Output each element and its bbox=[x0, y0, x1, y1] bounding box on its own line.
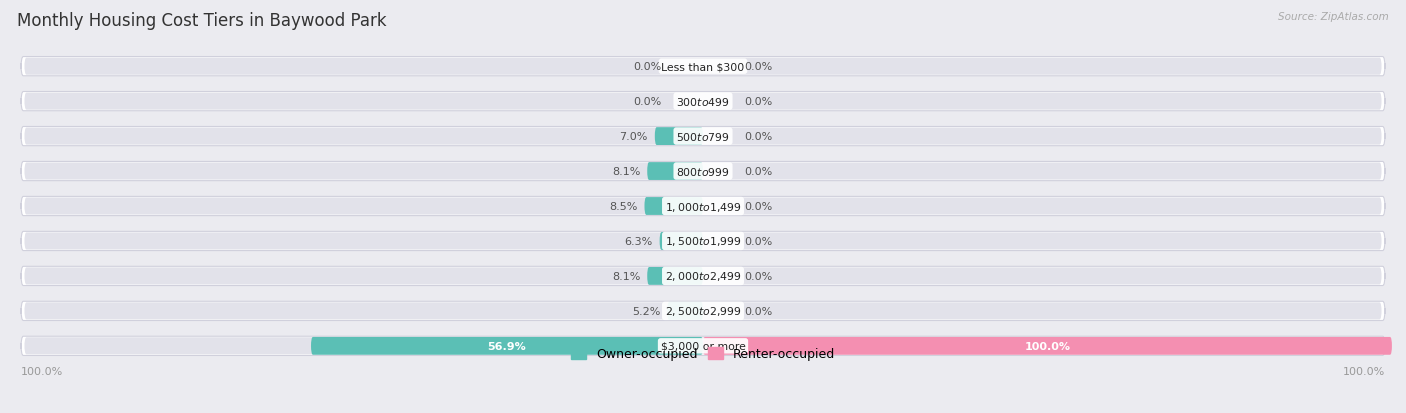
Text: 0.0%: 0.0% bbox=[744, 202, 772, 211]
Text: 0.0%: 0.0% bbox=[744, 62, 772, 72]
FancyBboxPatch shape bbox=[24, 233, 1382, 250]
Text: Less than $300: Less than $300 bbox=[661, 62, 745, 72]
FancyBboxPatch shape bbox=[21, 337, 1385, 356]
FancyBboxPatch shape bbox=[703, 337, 1392, 355]
Text: 5.2%: 5.2% bbox=[631, 306, 661, 316]
Text: 100.0%: 100.0% bbox=[21, 366, 63, 376]
FancyBboxPatch shape bbox=[24, 128, 1382, 145]
FancyBboxPatch shape bbox=[311, 337, 703, 355]
FancyBboxPatch shape bbox=[21, 232, 1385, 251]
FancyBboxPatch shape bbox=[659, 233, 703, 250]
Text: 6.3%: 6.3% bbox=[624, 236, 652, 247]
Text: 56.9%: 56.9% bbox=[488, 341, 526, 351]
FancyBboxPatch shape bbox=[668, 302, 703, 320]
Text: 100.0%: 100.0% bbox=[1343, 366, 1385, 376]
Text: $800 to $999: $800 to $999 bbox=[676, 166, 730, 178]
FancyBboxPatch shape bbox=[655, 128, 703, 146]
FancyBboxPatch shape bbox=[21, 57, 1385, 76]
Text: $2,000 to $2,499: $2,000 to $2,499 bbox=[665, 270, 741, 283]
FancyBboxPatch shape bbox=[21, 127, 1385, 146]
FancyBboxPatch shape bbox=[647, 163, 703, 180]
Text: 0.0%: 0.0% bbox=[634, 62, 662, 72]
Text: $3,000 or more: $3,000 or more bbox=[661, 341, 745, 351]
Text: 8.1%: 8.1% bbox=[612, 166, 640, 177]
FancyBboxPatch shape bbox=[24, 268, 1382, 285]
FancyBboxPatch shape bbox=[21, 267, 1385, 286]
Text: Source: ZipAtlas.com: Source: ZipAtlas.com bbox=[1278, 12, 1389, 22]
Text: 0.0%: 0.0% bbox=[744, 236, 772, 247]
Text: 0.0%: 0.0% bbox=[744, 271, 772, 281]
Text: $500 to $799: $500 to $799 bbox=[676, 131, 730, 143]
FancyBboxPatch shape bbox=[24, 337, 1382, 354]
FancyBboxPatch shape bbox=[24, 163, 1382, 180]
Text: 0.0%: 0.0% bbox=[744, 97, 772, 107]
Text: $2,500 to $2,999: $2,500 to $2,999 bbox=[665, 305, 741, 318]
FancyBboxPatch shape bbox=[21, 197, 1385, 216]
Text: $1,500 to $1,999: $1,500 to $1,999 bbox=[665, 235, 741, 248]
Text: 100.0%: 100.0% bbox=[1025, 341, 1070, 351]
FancyBboxPatch shape bbox=[24, 93, 1382, 110]
Text: $1,000 to $1,499: $1,000 to $1,499 bbox=[665, 200, 741, 213]
Text: 0.0%: 0.0% bbox=[744, 306, 772, 316]
Text: 0.0%: 0.0% bbox=[744, 166, 772, 177]
Text: 0.0%: 0.0% bbox=[634, 97, 662, 107]
Legend: Owner-occupied, Renter-occupied: Owner-occupied, Renter-occupied bbox=[571, 347, 835, 361]
FancyBboxPatch shape bbox=[24, 303, 1382, 320]
FancyBboxPatch shape bbox=[24, 198, 1382, 215]
Text: 8.1%: 8.1% bbox=[612, 271, 640, 281]
FancyBboxPatch shape bbox=[21, 92, 1385, 112]
Text: 7.0%: 7.0% bbox=[620, 132, 648, 142]
FancyBboxPatch shape bbox=[647, 267, 703, 285]
Text: 0.0%: 0.0% bbox=[744, 132, 772, 142]
FancyBboxPatch shape bbox=[21, 301, 1385, 321]
Text: $300 to $499: $300 to $499 bbox=[676, 96, 730, 108]
FancyBboxPatch shape bbox=[644, 197, 703, 216]
FancyBboxPatch shape bbox=[21, 162, 1385, 181]
FancyBboxPatch shape bbox=[24, 59, 1382, 76]
Text: Monthly Housing Cost Tiers in Baywood Park: Monthly Housing Cost Tiers in Baywood Pa… bbox=[17, 12, 387, 30]
Text: 8.5%: 8.5% bbox=[609, 202, 637, 211]
